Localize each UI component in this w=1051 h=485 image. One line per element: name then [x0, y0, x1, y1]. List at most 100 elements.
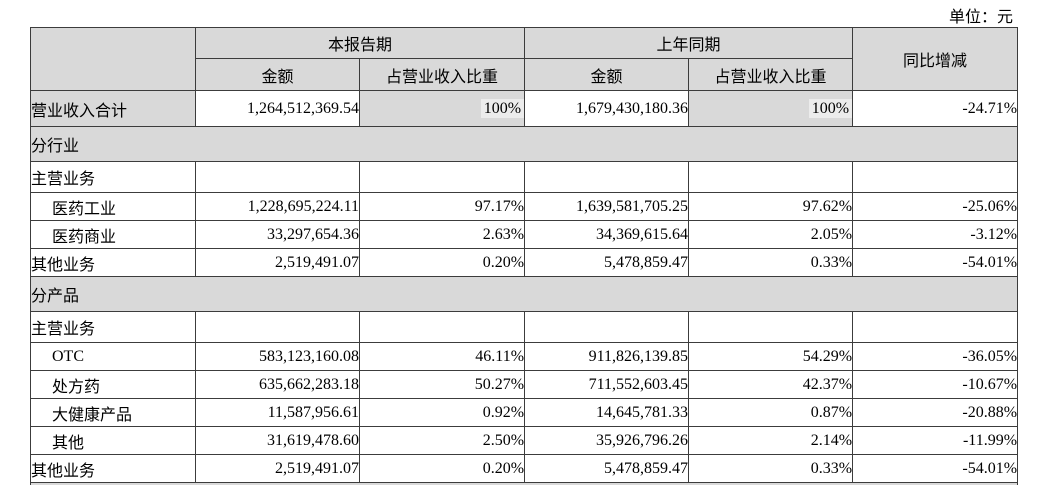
table-row: 其他业务 2,519,491.07 0.20% 5,478,859.47 0.33% -5… — [30, 248, 1019, 277]
prior-ratio-cell: 0.87% — [688, 398, 854, 427]
table-header: 本报告期 上年同期 同比增减 金额 占营业收入比重 金额 占营业收入比重 — [30, 27, 1019, 91]
yoy-cell: -54.01% — [852, 248, 1019, 277]
yoy-cell — [852, 161, 1019, 193]
row-label-cell: 处方药 — [30, 370, 196, 399]
yoy-cell: -54.01% — [852, 454, 1019, 483]
prior-amount-cell: 35,926,796.26 — [524, 426, 690, 455]
table-row: OTC 583,123,160.08 46.11% 911,826,139.85 54.… — [30, 342, 1019, 371]
table-row: 医药商业 33,297,654.36 2.63% 34,369,615.64 2.05%… — [30, 220, 1019, 249]
clipped-row-cell — [29, 482, 1019, 485]
prior-amount-cell: 5,478,859.47 — [524, 454, 690, 483]
prior-amount-cell: 911,826,139.85 — [524, 342, 690, 371]
current-amount-cell — [195, 161, 360, 193]
clipped-partial-row — [29, 482, 1019, 485]
table-row: 大健康产品 11,587,956.61 0.92% 14,645,781.33 0.87… — [30, 398, 1019, 427]
table-row: 其他业务 2,519,491.07 0.20% 5,478,859.47 0.33% -5… — [30, 454, 1019, 483]
current-amount-cell: 2,519,491.07 — [195, 454, 360, 483]
prior-ratio-cell: 2.14% — [688, 426, 854, 455]
current-amount-cell — [195, 311, 360, 343]
prior-ratio-cell — [688, 311, 854, 343]
current-ratio-cell: 0.20% — [358, 248, 526, 277]
current-ratio-cell — [358, 311, 526, 343]
prior-amount-cell: 711,552,603.45 — [524, 370, 690, 399]
header-ratio-prior: 占营业收入比重 — [688, 58, 854, 91]
current-ratio-cell: 0.20% — [358, 454, 526, 483]
header-row-subcolumns: 金额 占营业收入比重 金额 占营业收入比重 — [31, 58, 1018, 91]
header-ratio-current: 占营业收入比重 — [358, 58, 526, 91]
prior-amount-cell — [524, 161, 690, 193]
yoy-cell: -36.05% — [852, 342, 1019, 371]
corner-cell — [30, 27, 196, 91]
prior-ratio-cell: 54.29% — [688, 342, 854, 371]
row-label-cell: 其他业务 — [30, 454, 196, 483]
current-ratio-cell: 50.27% — [358, 370, 526, 399]
header-yoy: 同比增减 — [852, 27, 1019, 91]
prior-ratio-cell: 2.05% — [688, 220, 854, 249]
prior-amount-cell — [524, 311, 690, 343]
yoy-cell: -10.67% — [852, 370, 1019, 399]
table-row: 营业收入合计 1,264,512,369.54 100% 1,679,430,180.… — [30, 90, 1019, 127]
row-label-cell: 其他 — [30, 426, 196, 455]
table-row: 其他 31,619,478.60 2.50% 35,926,796.26 2.14% -1… — [30, 426, 1019, 455]
row-label-cell: 其他业务 — [30, 248, 196, 277]
current-ratio-cell: 100% — [358, 90, 526, 127]
header-prior-period: 上年同期 — [524, 27, 854, 59]
prior-amount-cell: 1,639,581,705.25 — [524, 192, 690, 221]
table-row: 医药工业 1,228,695,224.11 97.17% 1,639,581,705.… — [30, 192, 1019, 221]
current-ratio-cell: 46.11% — [358, 342, 526, 371]
table-row: 处方药 635,662,283.18 50.27% 711,552,603.45 42.… — [30, 370, 1019, 399]
row-label-cell: 医药工业 — [30, 192, 196, 221]
current-ratio-cell: 97.17% — [358, 192, 526, 221]
yoy-cell — [852, 311, 1019, 343]
prior-ratio-cell: 100% — [688, 90, 854, 127]
current-amount-cell: 2,519,491.07 — [195, 248, 360, 277]
table-row: 主营业务 — [30, 161, 1019, 193]
current-amount-cell: 583,123,160.08 — [195, 342, 360, 371]
yoy-cell: -3.12% — [852, 220, 1019, 249]
current-amount-cell: 11,587,956.61 — [195, 398, 360, 427]
current-amount-cell: 31,619,478.60 — [195, 426, 360, 455]
revenue-breakdown-table: 本报告期 上年同期 同比增减 金额 占营业收入比重 金额 占营业收入比重 营业收… — [29, 27, 1019, 485]
current-ratio-cell — [358, 161, 526, 193]
yoy-cell: -24.71% — [852, 90, 1019, 127]
prior-ratio-cell: 97.62% — [688, 192, 854, 221]
current-ratio-cell: 2.63% — [358, 220, 526, 249]
header-current-period: 本报告期 — [194, 27, 526, 59]
header-amount-prior: 金额 — [524, 58, 690, 91]
section-label: 分行业 — [29, 126, 1019, 162]
current-ratio-cell: 2.50% — [358, 426, 526, 455]
row-label-cell: 主营业务 — [30, 311, 196, 343]
section-label: 分产品 — [29, 276, 1019, 312]
yoy-cell: -20.88% — [852, 398, 1019, 427]
ratio-highlight-value: 100% — [808, 98, 852, 118]
current-amount-cell: 1,264,512,369.54 — [195, 90, 360, 127]
current-amount-cell: 1,228,695,224.11 — [195, 192, 360, 221]
prior-amount-cell: 1,679,430,180.36 — [524, 90, 690, 127]
unit-label: 单位：元 — [948, 9, 1013, 26]
ratio-highlight-value: 100% — [480, 98, 524, 118]
current-amount-cell: 33,297,654.36 — [195, 220, 360, 249]
current-amount-cell: 635,662,283.18 — [195, 370, 360, 399]
header-amount-current: 金额 — [195, 58, 360, 91]
row-label-cell: 营业收入合计 — [30, 90, 196, 127]
section-row: 分行业 — [29, 126, 1019, 162]
prior-amount-cell: 5,478,859.47 — [524, 248, 690, 277]
row-label-cell: 大健康产品 — [30, 398, 196, 427]
current-ratio-cell: 0.92% — [358, 398, 526, 427]
yoy-cell: -11.99% — [852, 426, 1019, 455]
table-row: 主营业务 — [30, 311, 1019, 343]
prior-amount-cell: 14,645,781.33 — [524, 398, 690, 427]
prior-ratio-cell: 0.33% — [688, 248, 854, 277]
section-row: 分产品 — [29, 276, 1019, 312]
row-label-cell: 医药商业 — [30, 220, 196, 249]
prior-ratio-cell: 0.33% — [688, 454, 854, 483]
prior-amount-cell: 34,369,615.64 — [524, 220, 690, 249]
prior-ratio-cell: 42.37% — [688, 370, 854, 399]
header-row-groups: 本报告期 上年同期 同比增减 — [30, 27, 1019, 91]
table-body: 营业收入合计 1,264,512,369.54 100% 1,679,430,180.… — [29, 90, 1019, 485]
row-label-cell: OTC — [30, 342, 196, 371]
yoy-cell: -25.06% — [852, 192, 1019, 221]
prior-ratio-cell — [688, 161, 854, 193]
row-label-cell: 主营业务 — [30, 161, 196, 193]
